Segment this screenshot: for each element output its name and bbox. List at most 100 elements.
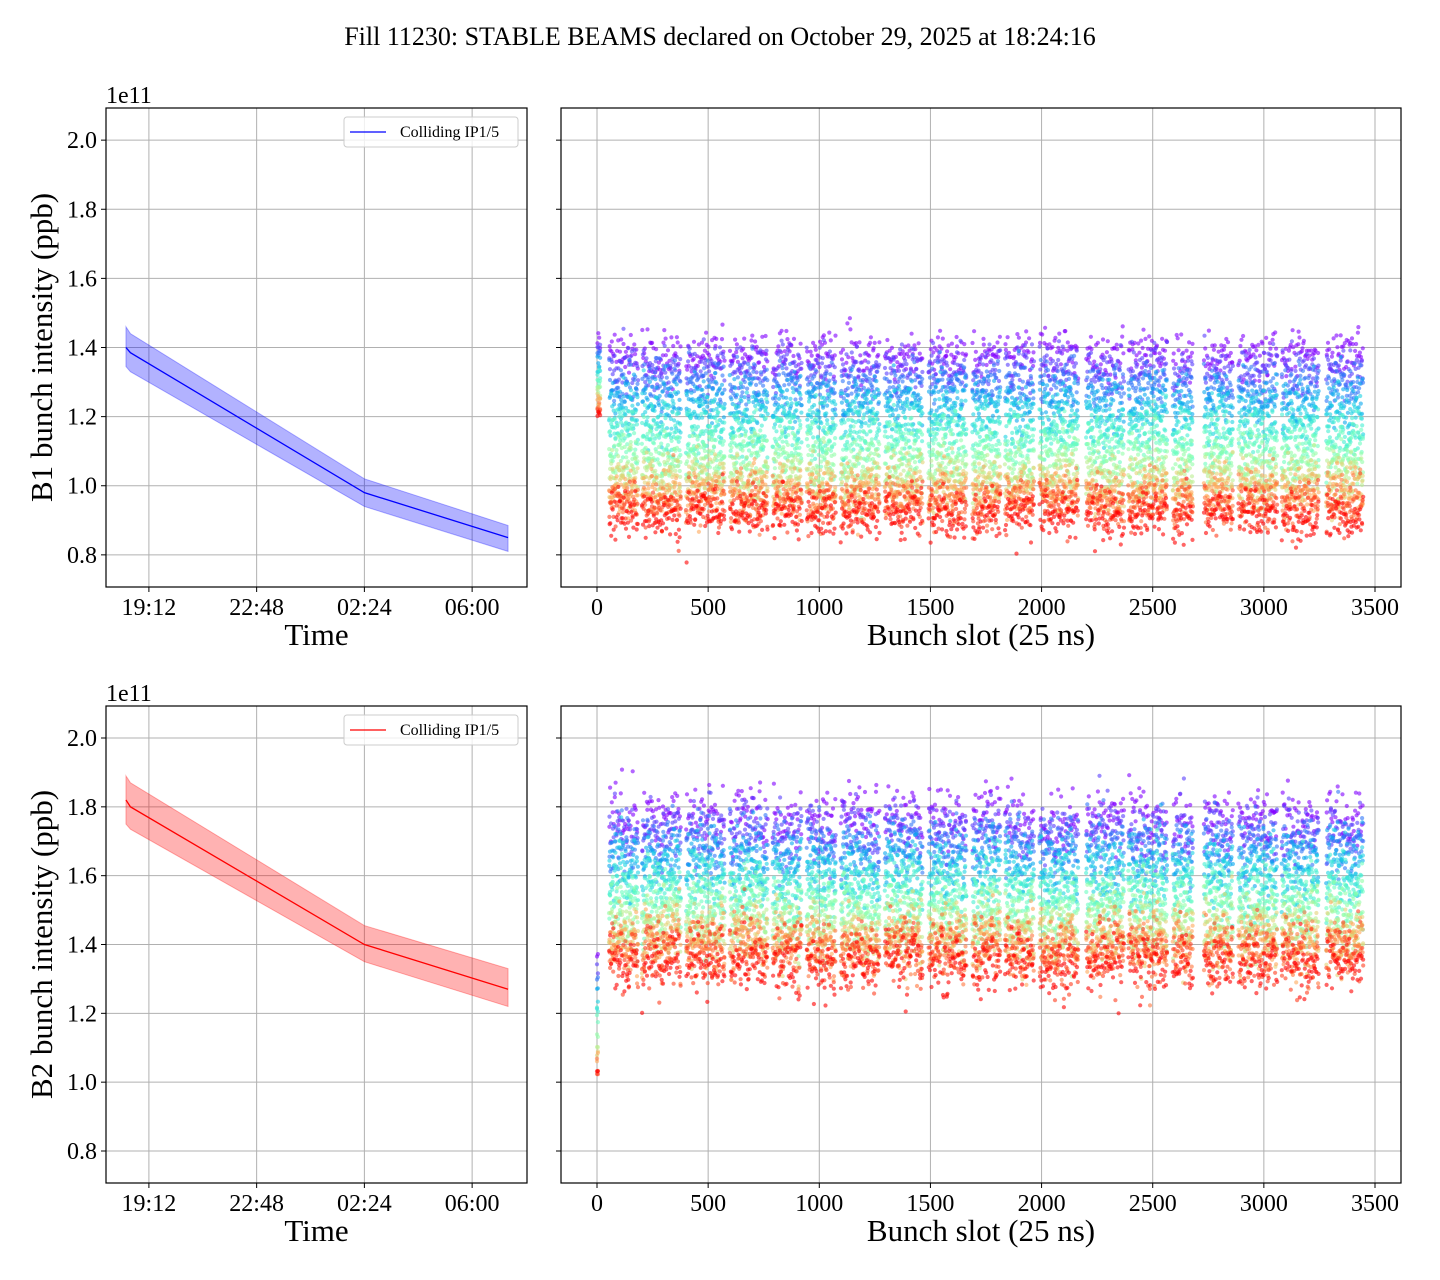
scatter-point xyxy=(642,403,648,408)
scatter-point xyxy=(643,386,648,392)
scatter-point xyxy=(832,381,837,386)
scatter-point xyxy=(864,366,870,371)
scatter-point xyxy=(1288,390,1293,395)
scatter-point xyxy=(942,427,947,432)
scatter-point xyxy=(1179,371,1185,376)
scatter-point xyxy=(1256,342,1261,347)
scatter-point xyxy=(842,367,847,372)
scatter-point xyxy=(1137,382,1142,387)
scatter-point xyxy=(1132,409,1137,414)
scatter-point xyxy=(808,349,813,354)
scatter-point xyxy=(926,389,932,394)
scatter-point xyxy=(1312,384,1318,389)
scatter-point xyxy=(1289,372,1294,377)
scatter-point xyxy=(1358,354,1363,359)
scatter-point xyxy=(1334,368,1339,373)
scatter-point xyxy=(1003,434,1008,439)
scatter-point xyxy=(912,360,917,365)
scatter-point xyxy=(784,328,789,334)
scatter-point xyxy=(780,366,785,371)
scatter-point xyxy=(799,440,804,445)
scatter-point xyxy=(688,415,693,420)
scatter-point xyxy=(1092,359,1097,364)
scatter-point xyxy=(1201,358,1207,363)
scatter-point xyxy=(1174,332,1179,338)
scatter-point xyxy=(790,443,795,448)
scatter-point xyxy=(1241,350,1246,355)
scatter-point xyxy=(632,431,637,436)
scatter-point xyxy=(738,385,743,390)
scatter-point xyxy=(1065,402,1070,407)
scatter-point xyxy=(760,334,765,339)
scatter-point xyxy=(972,393,977,398)
scatter-point xyxy=(1345,410,1350,415)
scatter-point xyxy=(1181,376,1187,381)
scatter-point xyxy=(920,432,925,437)
scatter-point xyxy=(632,391,637,396)
scatter-point xyxy=(903,427,909,432)
scatter-point xyxy=(784,388,790,393)
scatter-point xyxy=(1221,402,1226,407)
scatter-point xyxy=(1160,368,1165,373)
scatter-point xyxy=(909,379,915,384)
scatter-point xyxy=(1147,334,1152,339)
scatter-point xyxy=(856,374,861,379)
scatter-point xyxy=(1249,364,1254,369)
scatter-point xyxy=(748,365,753,370)
scatter-point xyxy=(786,382,792,387)
scatter-point xyxy=(773,393,778,398)
scatter-point xyxy=(1185,400,1190,405)
scatter-point xyxy=(1333,389,1338,394)
scatter-point xyxy=(701,373,706,379)
scatter-point xyxy=(619,337,624,342)
scatter-point xyxy=(670,371,675,376)
scatter-point xyxy=(1141,387,1146,392)
scatter-point xyxy=(623,364,628,370)
scatter-point xyxy=(1229,403,1234,408)
scatter-point xyxy=(1270,384,1275,389)
scatter-point xyxy=(1283,425,1288,430)
scatter-point xyxy=(702,361,708,366)
scatter-point xyxy=(1014,431,1020,436)
scatter-point xyxy=(1349,336,1355,341)
scatter-point xyxy=(1334,333,1339,338)
scatter-point xyxy=(1042,395,1047,400)
scatter-point xyxy=(870,384,875,390)
scatter-point xyxy=(1121,375,1126,380)
scatter-point xyxy=(701,337,706,342)
scatter-point xyxy=(1353,435,1358,440)
scatter-point xyxy=(735,354,740,359)
scatter-point xyxy=(1119,385,1125,390)
scatter-point xyxy=(940,377,945,382)
scatter-point xyxy=(1094,363,1099,368)
scatter-point xyxy=(784,352,790,357)
scatter-point xyxy=(751,369,756,374)
scatter-point xyxy=(780,389,785,394)
scatter-point xyxy=(844,372,849,377)
scatter-point xyxy=(1296,359,1301,364)
scatter-point xyxy=(1294,424,1299,429)
scatter-point xyxy=(1148,405,1153,410)
scatter-point xyxy=(995,340,1000,345)
scatter-point xyxy=(1171,358,1176,363)
scatter-point xyxy=(1268,346,1273,351)
scatter-point xyxy=(932,397,938,402)
scatter-point xyxy=(782,383,787,388)
scatter-point xyxy=(882,392,887,397)
grid xyxy=(106,108,527,587)
scatter-point xyxy=(632,342,637,347)
scatter-point xyxy=(649,436,654,441)
scatter-point xyxy=(1040,332,1045,337)
scatter-point xyxy=(1331,336,1336,341)
scatter-point xyxy=(1184,348,1189,353)
scatter-point xyxy=(895,442,900,447)
scatter-point xyxy=(932,412,938,417)
scatter-point xyxy=(1100,337,1106,342)
scatter-point xyxy=(785,415,790,420)
scatter-point xyxy=(1264,370,1269,375)
scatter-point xyxy=(821,380,826,385)
scatter-point xyxy=(733,386,738,391)
scatter-point xyxy=(1203,346,1208,351)
scatter-point xyxy=(1031,427,1037,432)
